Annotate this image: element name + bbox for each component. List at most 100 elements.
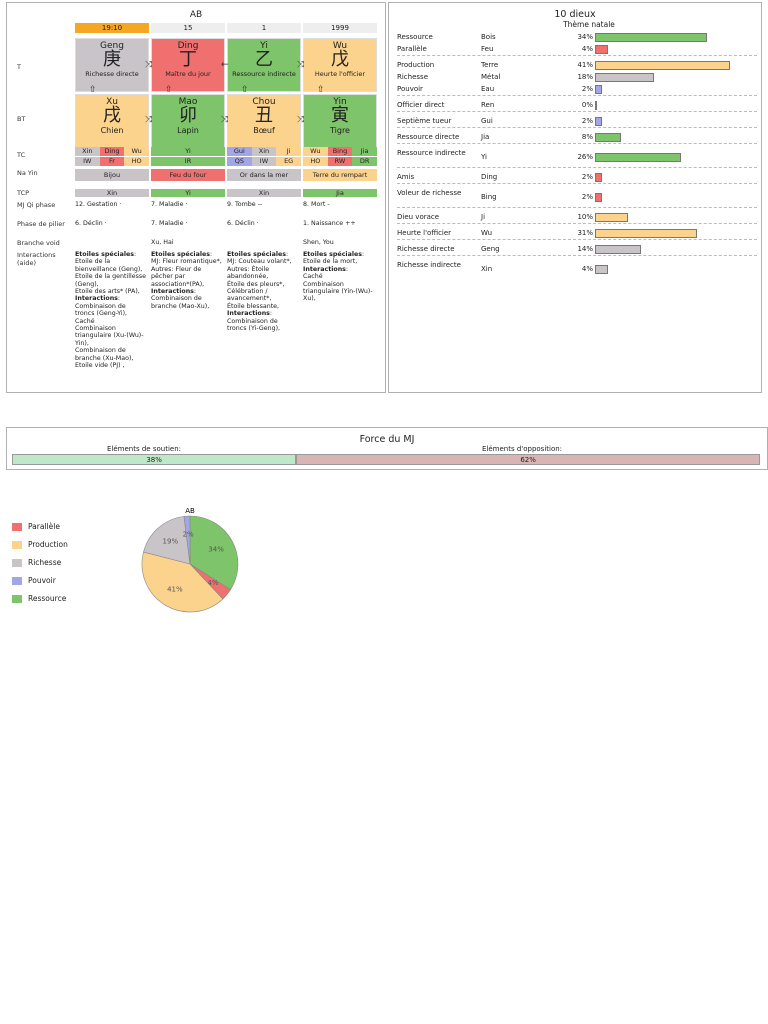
gods-subtitle: Thème natale (563, 20, 615, 29)
qi-phase: 8. Mort - (303, 201, 330, 208)
branch-character: 丑 (255, 105, 273, 126)
god-percent: 31% (577, 229, 593, 237)
god-bar (595, 153, 681, 162)
tcp-cell: Yi (151, 189, 225, 197)
god-label: Amis (397, 173, 415, 181)
interaction-arrow-icon: ⇧ (317, 85, 325, 95)
interaction-arrow-icon: ⇧ (165, 85, 173, 95)
god-element: Geng (481, 245, 500, 253)
hidden-stem: Ding (99, 147, 125, 156)
stem-pinyin: Geng (100, 41, 124, 51)
stem-character: 丁 (179, 49, 197, 70)
interactions-text: Etoiles spéciales: MJ: Couteau volant*, Au… (227, 251, 292, 333)
god-percent: 4% (581, 265, 593, 273)
row-separator (397, 55, 757, 56)
gods-title: 10 dieux (554, 9, 596, 20)
hidden-stem: Xin (75, 147, 100, 156)
god-label: Ressource directe (397, 133, 460, 141)
branch-pinyin: Chou (252, 97, 276, 107)
branch-pillar-2: Chou 丑 Bœuf (227, 94, 301, 148)
chart-title: AB (189, 10, 203, 20)
nayin-cell: Terre du rempart (303, 169, 377, 181)
qi-phase: 7. Maladie · (151, 201, 188, 208)
branch-character: 寅 (331, 105, 349, 126)
force-panel: Force du MJ Eléments de soutien: Elément… (6, 427, 768, 470)
stem-pillar-2: Yi 乙 Ressource indirecte (227, 38, 301, 92)
row-separator (397, 111, 757, 112)
row-label-t: T (17, 63, 21, 71)
hidden-stem-god: Fr (99, 157, 125, 166)
row-separator (397, 127, 757, 128)
qi-phase: 9. Tombe -- (227, 201, 263, 208)
god-percent: 4% (581, 45, 593, 53)
pie-slice-pouvoir (183, 515, 191, 565)
god-label: Ressource (397, 33, 433, 41)
hidden-stem-god: IW (75, 157, 100, 166)
god-element: Xin (481, 265, 493, 273)
qi-phase: 12. Gestation · (75, 201, 122, 208)
nayin-cell: Feu du four (151, 169, 225, 181)
pie-slice-label: 19% (163, 538, 179, 546)
interaction-arrow-icon: ⤨ (145, 60, 153, 70)
branch-character: 戌 (103, 105, 121, 126)
legend-label: Ressource (28, 594, 67, 603)
row-separator (397, 223, 757, 224)
god-label: Parallèle (397, 45, 427, 53)
god-element: Ji (481, 213, 486, 221)
god-bar (595, 265, 609, 274)
legend-label: Pouvoir (28, 576, 56, 585)
god-percent: 14% (577, 245, 593, 253)
legend-swatch (12, 559, 22, 567)
branch-pinyin: Mao (178, 97, 198, 107)
interaction-arrow-icon: ⤨ (145, 115, 153, 125)
god-percent: 10% (577, 213, 593, 221)
column-header: 15 (151, 23, 225, 33)
stem-character: 戊 (331, 49, 349, 70)
god-element: Ren (481, 101, 495, 109)
god-percent: 2% (581, 85, 593, 93)
god-bar (595, 73, 655, 82)
god-label: Richesse (397, 73, 429, 81)
god-bar (595, 193, 602, 202)
god-bar (595, 133, 622, 142)
hidden-stem-god: IR (151, 157, 225, 166)
force-title: Force du MJ (359, 434, 415, 445)
god-element: Feu (481, 45, 494, 53)
hidden-stem: Wu (303, 147, 328, 156)
stem-pinyin: Ding (177, 41, 199, 51)
pie-slice-richesse (143, 516, 191, 565)
branch-pillar-1: Mao 卯 Lapin (151, 94, 225, 148)
interaction-arrow-icon: ⤨ (297, 115, 305, 125)
god-percent: 2% (581, 173, 593, 181)
interactions-text: Etoiles spéciales: Etoile de la bienveill… (75, 251, 147, 370)
branch-animal: Bœuf (253, 126, 275, 135)
god-element: Métal (481, 73, 501, 81)
branch-animal: Lapin (177, 126, 199, 135)
column-header: 1999 (303, 23, 377, 33)
stem-pillar-3: Wu 戊 Heurte l'officier (303, 38, 377, 92)
ten-gods-panel: 10 dieux Thème natale Ressource Bois 34% Pa… (388, 2, 762, 393)
void-branch: Shen, You (303, 239, 334, 246)
god-percent: 0% (581, 101, 593, 109)
column-header: 1 (227, 23, 301, 33)
god-percent: 34% (577, 33, 593, 41)
hidden-stem-god: HO (303, 157, 328, 166)
row-separator (397, 255, 757, 256)
stem-god: Ressource indirecte (232, 70, 296, 78)
god-label: Richesse directe (397, 245, 455, 253)
legend-item: Pouvoir (12, 576, 56, 585)
tcp-cell: Jia (303, 189, 377, 197)
interaction-arrow-icon: ⇧ (89, 85, 97, 95)
bazi-chart-panel: AB 19:10 15 1 1999 T BT TC Na Yin TCP MJ Qi phase… (6, 2, 386, 393)
stem-character: 乙 (255, 49, 273, 70)
oppose-label: Eléments d'opposition: (482, 445, 563, 453)
god-bar (595, 101, 597, 110)
god-label: Ressource indirecte (397, 149, 466, 157)
god-bar (595, 61, 731, 70)
hidden-stem: Gui (227, 147, 252, 156)
branch-pinyin: Yin (333, 97, 347, 107)
god-bar (595, 245, 642, 254)
oppose-bar: 62% (296, 454, 760, 465)
god-bar (595, 85, 602, 94)
interaction-arrow-icon: ⤨ (221, 115, 229, 125)
